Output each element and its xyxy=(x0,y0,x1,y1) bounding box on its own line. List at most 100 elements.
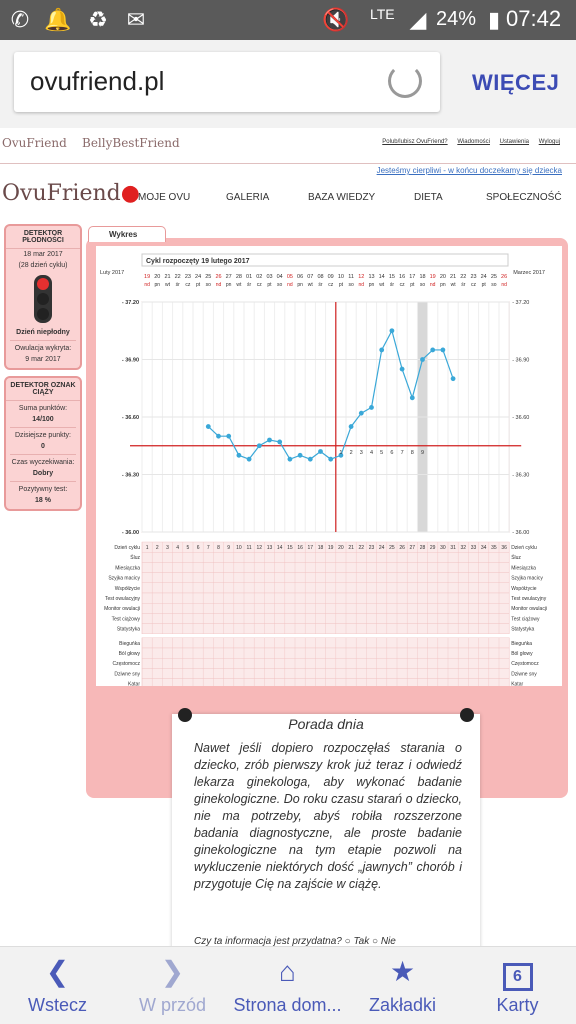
weekday-tick: pn xyxy=(297,282,303,288)
y-tick-right: - 36.90 xyxy=(512,358,529,364)
forward-button[interactable]: ❯ W przód xyxy=(115,947,230,1024)
home-button[interactable]: ⌂ Strona dom... xyxy=(230,947,345,1024)
back-button[interactable]: ❮ Wstecz xyxy=(0,947,115,1024)
chevron-left-icon: ❮ xyxy=(45,956,70,987)
main-nav: MOJE OVU GALERIA BAZA WIEDZY DIETA SPOŁE… xyxy=(120,192,570,208)
address-bar[interactable]: ovufriend.pl xyxy=(14,52,440,112)
tabs-label: Karty xyxy=(496,995,539,1015)
cycle-day-cell: 24 xyxy=(379,545,385,551)
weekday-tick: pn xyxy=(155,282,161,288)
temperature-point xyxy=(450,376,456,382)
cycle-day-cell: 6 xyxy=(197,545,200,551)
date-tick: 10 xyxy=(338,274,344,280)
row-label-left: Miesiączka xyxy=(115,565,140,571)
date-tick: 28 xyxy=(236,274,242,280)
nav-moje-ovu[interactable]: MOJE OVU xyxy=(138,192,191,203)
date-tick: 26 xyxy=(501,274,507,280)
date-tick: 05 xyxy=(287,274,293,280)
reload-icon[interactable] xyxy=(388,64,422,98)
cycle-day-cell: 20 xyxy=(338,545,344,551)
fertility-detector-title: DETEKTOR PŁODNOŚCI xyxy=(6,226,80,249)
row-label-right: Miesiączka xyxy=(511,565,536,571)
row-label-left: Śluz xyxy=(130,553,140,561)
tabs-icon: 6 xyxy=(460,955,575,991)
cycle-day-cell: 17 xyxy=(308,545,314,551)
weekday-tick: nd xyxy=(287,282,293,288)
cycle-day-cell: 35 xyxy=(491,545,497,551)
weekday-tick: so xyxy=(348,282,354,288)
more-button[interactable]: WIĘCEJ xyxy=(472,70,560,95)
yes-radio[interactable]: ○ Tak xyxy=(344,936,370,946)
date-tick: 26 xyxy=(215,274,221,280)
cycle-day-cell: 22 xyxy=(359,545,365,551)
date-tick: 09 xyxy=(328,274,334,280)
weekday-tick: śr xyxy=(390,282,395,288)
temperature-point xyxy=(216,433,221,439)
temperature-point xyxy=(379,347,385,353)
y-tick-right: - 36.30 xyxy=(512,473,529,479)
weekday-tick: nd xyxy=(216,282,222,288)
weekday-tick: so xyxy=(277,282,283,288)
home-icon: ⌂ xyxy=(279,956,296,987)
weekday-tick: śr xyxy=(247,282,252,288)
weekday-tick: pt xyxy=(482,282,487,288)
temperature-point xyxy=(369,405,374,410)
row-label-right: Monitor owulacji xyxy=(511,606,547,612)
cycle-day-cell: 34 xyxy=(481,545,487,551)
weekday-tick: pt xyxy=(339,282,344,288)
points-value: 14/100 xyxy=(32,416,54,423)
date-tick: 22 xyxy=(175,274,181,280)
weekday-tick: wt xyxy=(451,282,457,288)
tabs-button[interactable]: 6 Karty xyxy=(460,947,575,1024)
pregnancy-detector-title: DETEKTOR OZNAK CIĄŻY xyxy=(6,378,80,401)
temperature-point xyxy=(277,439,283,445)
cycle-day-cell: 21 xyxy=(348,545,354,551)
weekday-tick: cz xyxy=(185,282,191,288)
weekday-tick: wt xyxy=(165,282,171,288)
main-logo[interactable]: OvuFriend● xyxy=(2,180,140,206)
tab-wykres[interactable]: Wykres xyxy=(88,226,166,242)
bellybestfriend-logo[interactable]: BellyBestFriend xyxy=(82,136,180,150)
nav-galeria[interactable]: GALERIA xyxy=(226,192,270,203)
month-right: Marzec 2017 xyxy=(513,270,545,276)
slogan-link[interactable]: Jesteśmy cierpliwi - w końcu doczekamy s… xyxy=(376,166,562,175)
row-label-left: Dziwne sny xyxy=(114,671,140,677)
advice-question: Czy ta informacja jest przydatna? ○ Tak … xyxy=(194,936,396,946)
logout-link[interactable]: Wyloguj xyxy=(538,139,560,145)
ovufriend-small-logo[interactable]: OvuFriend xyxy=(2,136,67,150)
like-link[interactable]: Polub/lubisz OvuFriend? xyxy=(382,139,448,145)
cycle-day-cell: 19 xyxy=(328,545,334,551)
date-tick: 16 xyxy=(399,274,405,280)
no-radio[interactable]: ○ Nie xyxy=(372,936,396,946)
cycle-day-cell: 5 xyxy=(187,545,190,551)
row-label-right: Katar xyxy=(511,682,523,686)
date-tick: 25 xyxy=(491,274,497,280)
cycle-day-cell: 27 xyxy=(410,545,416,551)
home-label: Strona dom... xyxy=(233,995,342,1015)
cycle-chart-svg[interactable]: Cykl rozpoczęty 19 lutego 2017 Luty 2017 M… xyxy=(96,246,562,827)
nav-baza-wiedzy[interactable]: BAZA WIEDZY xyxy=(308,192,376,203)
cycle-day-cell: 18 xyxy=(318,545,324,551)
nav-dieta[interactable]: DIETA xyxy=(414,192,443,203)
url-text[interactable]: ovufriend.pl xyxy=(30,66,165,96)
cycle-day-cell: 1 xyxy=(146,545,149,551)
cycle-day-cell: 16 xyxy=(297,545,303,551)
weekday-tick: nd xyxy=(359,282,365,288)
nav-spolecznosc[interactable]: SPOŁECZNOŚĆ xyxy=(486,192,562,203)
messages-link[interactable]: Wiadomości xyxy=(457,139,490,145)
detector-cycle-day: (28 dzień cyklu) xyxy=(18,262,68,269)
row-label-left: Test ciążowy xyxy=(112,616,141,622)
weekday-tick: pn xyxy=(440,282,446,288)
settings-link[interactable]: Ustawienia xyxy=(499,139,530,145)
cycle-day-cell: 13 xyxy=(267,545,273,551)
row-label-left: Współżycie xyxy=(115,586,141,592)
temperature-point xyxy=(226,433,232,439)
date-tick: 02 xyxy=(256,274,262,280)
bookmarks-button[interactable]: ★ Zakładki xyxy=(345,947,460,1024)
fertility-detector: DETEKTOR PŁODNOŚCI 18 mar 2017 (28 dzień… xyxy=(4,224,82,370)
weekday-tick: nd xyxy=(430,282,436,288)
advice-title: Porada dnia xyxy=(288,716,364,732)
ovulation-date: 9 mar 2017 xyxy=(25,356,61,363)
temperature-point xyxy=(430,347,436,353)
row-label-right: Test owulacyjny xyxy=(511,596,547,602)
